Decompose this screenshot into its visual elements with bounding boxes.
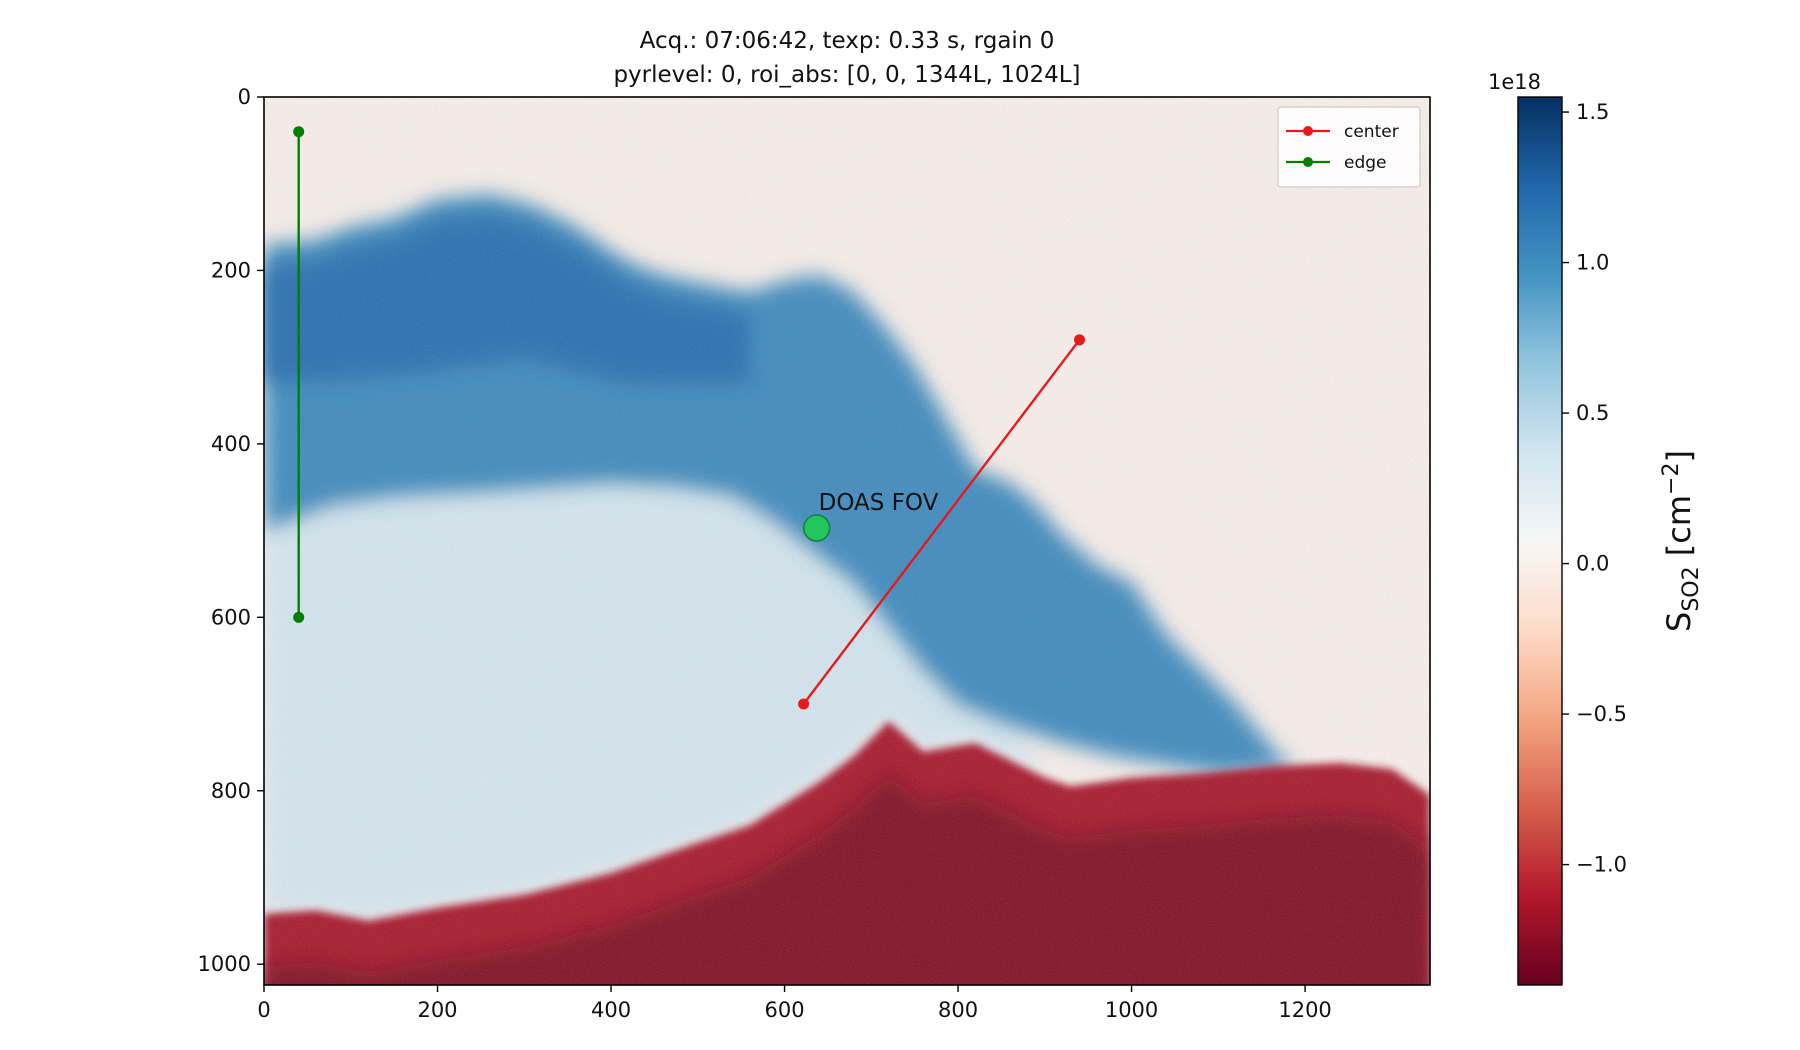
y-tick-label: 1000	[198, 952, 251, 976]
series-center-point	[798, 698, 810, 710]
colorbar-label-main: S	[1660, 612, 1698, 632]
colorbar-label-sub: SO2	[1679, 566, 1704, 611]
colorbar: 1.5 1.0 0.5 0.0 −0.5 −1.0 1e18 SSO2 [cm−2]	[1488, 70, 1704, 986]
colorbar-label: SSO2 [cm−2]	[1659, 450, 1704, 632]
chart-title-line-2: pyrlevel: 0, roi_abs: [0, 0, 1344L, 1024…	[613, 62, 1080, 88]
legend-box	[1277, 106, 1421, 188]
legend-center-label: center	[1344, 122, 1399, 142]
legend-edge-label: edge	[1344, 153, 1387, 173]
colorbar-label-unit: [cm	[1660, 495, 1698, 566]
plot-frame	[263, 96, 1431, 986]
colorbar-tick-label: 0.0	[1576, 552, 1609, 576]
x-axis-ticks: 0 200 400 600 800 1000 1200	[257, 985, 1332, 1022]
colorbar-gradient	[1517, 96, 1563, 986]
colorbar-exponent: 1e18	[1488, 70, 1541, 94]
colorbar-tick-label: 0.5	[1576, 401, 1609, 425]
chart-title-line-1: Acq.: 07:06:42, texp: 0.33 s, rgain 0	[640, 28, 1055, 54]
x-tick-label: 600	[764, 998, 804, 1022]
series-center-point	[1074, 334, 1086, 346]
colorbar-tick-label: 1.0	[1576, 251, 1609, 275]
profile-lines	[293, 126, 1086, 710]
colorbar-tick-label: −1.0	[1576, 853, 1627, 877]
series-edge-point	[293, 126, 305, 138]
x-tick-label: 0	[257, 998, 270, 1022]
y-tick-label: 0	[238, 85, 251, 109]
y-tick-label: 600	[211, 605, 251, 629]
x-tick-label: 200	[417, 998, 457, 1022]
legend-center-marker	[1303, 126, 1313, 136]
image-plot	[264, 97, 1430, 985]
doas-fov-label: DOAS FOV	[819, 490, 939, 516]
doas-fov-marker	[802, 514, 831, 542]
colorbar-tick-label: −0.5	[1576, 702, 1627, 726]
x-tick-label: 1200	[1278, 998, 1331, 1022]
series-edge-point	[293, 611, 305, 623]
x-tick-label: 400	[591, 998, 631, 1022]
legend: center edge	[1277, 106, 1421, 188]
colorbar-tick-label: 1.5	[1576, 100, 1609, 124]
image-noise	[264, 97, 1430, 985]
annotations: DOAS FOV	[802, 490, 939, 542]
legend-edge-marker	[1303, 157, 1313, 167]
series-center-line	[802, 339, 1081, 705]
colorbar-ticks: 1.5 1.0 0.5 0.0 −0.5 −1.0	[1562, 100, 1627, 877]
y-tick-label: 200	[211, 258, 251, 282]
x-tick-label: 1000	[1105, 998, 1158, 1022]
y-axis-ticks: 0 200 400 600 800 1000	[198, 85, 264, 976]
y-tick-label: 800	[211, 779, 251, 803]
x-tick-label: 800	[938, 998, 978, 1022]
y-tick-label: 400	[211, 432, 251, 456]
colorbar-label-close: ]	[1660, 450, 1698, 462]
colorbar-label-sup: −2	[1659, 463, 1684, 495]
